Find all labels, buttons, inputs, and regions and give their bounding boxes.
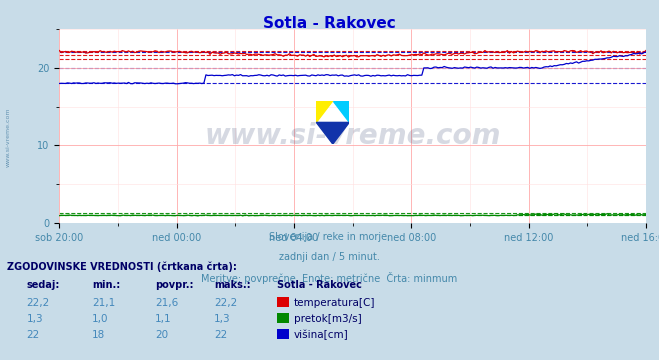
Text: 20: 20 <box>155 330 168 341</box>
Text: min.:: min.: <box>92 280 121 290</box>
Text: 18: 18 <box>92 330 105 341</box>
Text: 1,1: 1,1 <box>155 314 171 324</box>
Text: višina[cm]: višina[cm] <box>294 330 349 341</box>
Text: Sotla - Rakovec: Sotla - Rakovec <box>277 280 362 290</box>
Polygon shape <box>316 101 333 122</box>
Text: www.si-vreme.com: www.si-vreme.com <box>204 122 501 150</box>
Text: Sotla - Rakovec: Sotla - Rakovec <box>263 16 396 31</box>
Text: 1,3: 1,3 <box>214 314 231 324</box>
Text: 22,2: 22,2 <box>26 298 49 308</box>
Text: 21,6: 21,6 <box>155 298 178 308</box>
Text: maks.:: maks.: <box>214 280 251 290</box>
Polygon shape <box>333 101 349 122</box>
Polygon shape <box>316 122 349 144</box>
Text: ZGODOVINSKE VREDNOSTI (črtkana črta):: ZGODOVINSKE VREDNOSTI (črtkana črta): <box>7 261 237 272</box>
Text: 22: 22 <box>214 330 227 341</box>
Text: 1,3: 1,3 <box>26 314 43 324</box>
Text: 22,2: 22,2 <box>214 298 237 308</box>
Text: povpr.:: povpr.: <box>155 280 193 290</box>
Text: 1,0: 1,0 <box>92 314 109 324</box>
Text: sedaj:: sedaj: <box>26 280 60 290</box>
Text: Slovenija / reke in morje.: Slovenija / reke in morje. <box>269 232 390 242</box>
Text: 21,1: 21,1 <box>92 298 115 308</box>
Text: www.si-vreme.com: www.si-vreme.com <box>5 107 11 167</box>
Text: 22: 22 <box>26 330 40 341</box>
Text: pretok[m3/s]: pretok[m3/s] <box>294 314 362 324</box>
Text: Meritve: povprečne  Enote: metrične  Črta: minmum: Meritve: povprečne Enote: metrične Črta:… <box>202 272 457 284</box>
Text: temperatura[C]: temperatura[C] <box>294 298 376 308</box>
Text: zadnji dan / 5 minut.: zadnji dan / 5 minut. <box>279 252 380 262</box>
